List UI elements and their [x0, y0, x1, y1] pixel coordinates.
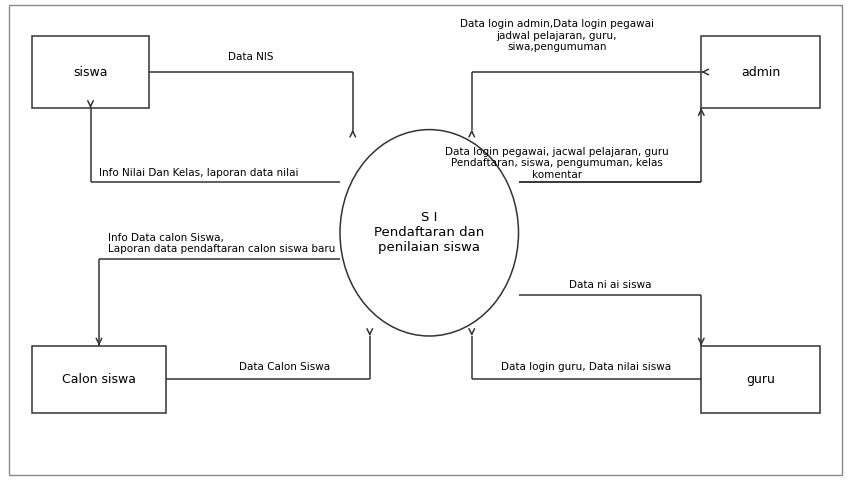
- Text: S I
Pendaftaran dan
penilaian siswa: S I Pendaftaran dan penilaian siswa: [374, 211, 484, 254]
- Text: guru: guru: [746, 372, 775, 386]
- Text: Data login admin,Data login pegawai
jadwal pelajaran, guru,
siwa,pengumuman: Data login admin,Data login pegawai jadw…: [460, 19, 654, 52]
- Text: Data Calon Siswa: Data Calon Siswa: [239, 362, 331, 372]
- Text: Data login guru, Data nilai siswa: Data login guru, Data nilai siswa: [502, 362, 672, 372]
- Bar: [32, 36, 149, 108]
- Text: admin: admin: [741, 65, 780, 79]
- Bar: [32, 346, 166, 413]
- Text: Info Nilai Dan Kelas, laporan data nilai: Info Nilai Dan Kelas, laporan data nilai: [99, 168, 298, 178]
- Text: Calon siswa: Calon siswa: [62, 372, 136, 386]
- Bar: [701, 36, 820, 108]
- Text: Data ni ai siswa: Data ni ai siswa: [569, 280, 651, 290]
- Text: Data login pegawai, jacwal pelajaran, guru
Pendaftaran, siswa, pengumuman, kelas: Data login pegawai, jacwal pelajaran, gu…: [445, 147, 669, 180]
- Text: siswa: siswa: [73, 65, 108, 79]
- Text: Data NIS: Data NIS: [228, 52, 274, 62]
- Bar: [701, 346, 820, 413]
- Text: Info Data calon Siswa,
Laporan data pendaftaran calon siswa baru: Info Data calon Siswa, Laporan data pend…: [107, 233, 335, 254]
